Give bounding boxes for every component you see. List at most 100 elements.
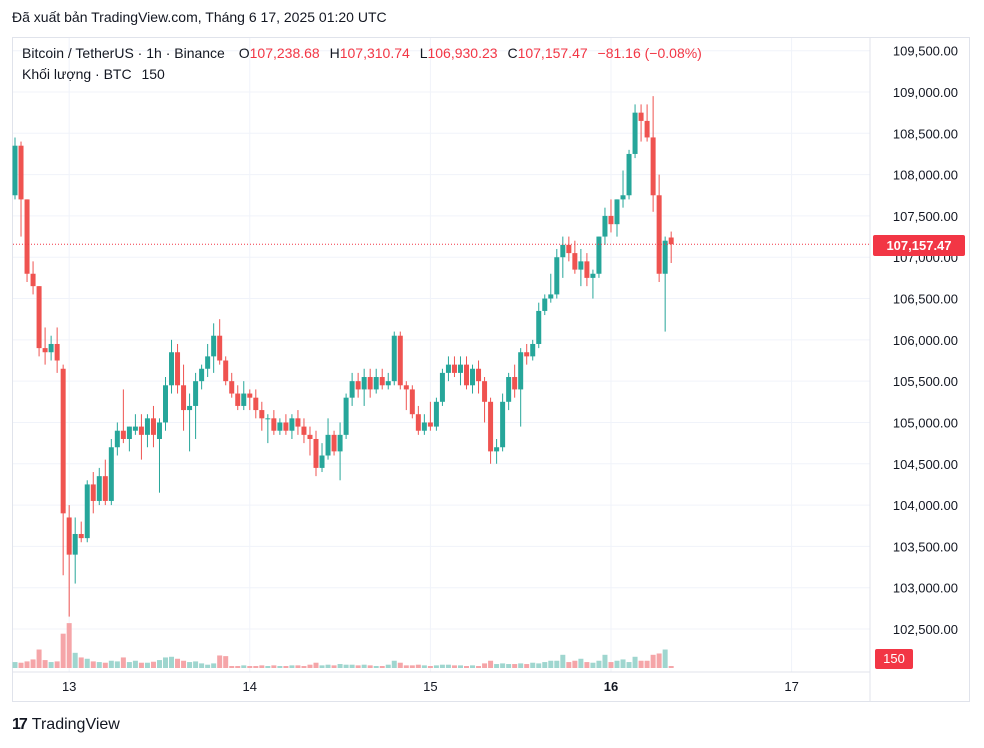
volume-bar	[578, 658, 584, 668]
candle-body	[265, 418, 271, 420]
volume-bar	[530, 662, 536, 668]
candle-body	[560, 244, 566, 258]
y-tick-label: 106,500.00	[893, 292, 958, 307]
volume-bar	[84, 658, 90, 668]
volume-bar	[163, 657, 168, 668]
tradingview-logo-icon: 17	[12, 716, 28, 733]
candle-body	[500, 401, 506, 448]
volume-bar	[78, 657, 84, 668]
candle-body	[626, 153, 632, 196]
y-tick-label: 109,500.00	[893, 44, 958, 59]
chart-frame[interactable]	[12, 37, 970, 702]
volume-bar	[409, 665, 415, 668]
volume-bar	[319, 665, 325, 668]
candle-body	[578, 261, 584, 270]
candle-body	[451, 364, 457, 373]
volume-bar	[175, 658, 181, 668]
volume-bar	[90, 661, 96, 668]
volume-bar	[72, 652, 78, 668]
candle-body	[102, 476, 108, 501]
candle-body	[307, 434, 313, 439]
candle-body	[48, 343, 54, 353]
volume-value: 150	[141, 66, 165, 82]
candle-body	[632, 112, 638, 154]
volume-bar	[397, 662, 403, 668]
candle-body	[181, 385, 187, 411]
tradingview-logo-text: TradingView	[31, 716, 120, 733]
volume-bar	[295, 665, 301, 668]
candle-body	[337, 434, 343, 452]
volume-bar	[524, 664, 530, 668]
candle-body	[644, 120, 650, 138]
candle-body	[277, 422, 283, 431]
volume-bar	[650, 654, 656, 668]
candle-body	[108, 447, 114, 501]
candle-body	[163, 385, 168, 423]
candle-body	[355, 381, 361, 390]
candle-body	[415, 414, 421, 431]
candle-body	[138, 426, 144, 435]
candle-body	[169, 352, 175, 386]
candle-body	[439, 372, 445, 402]
volume-bar	[181, 660, 187, 668]
volume-tag: 150	[875, 649, 913, 669]
y-tick-label: 104,500.00	[893, 457, 958, 472]
candle-body	[379, 377, 385, 386]
volume-bar	[193, 661, 199, 668]
candle-body	[96, 476, 102, 501]
volume-bar	[602, 654, 608, 668]
candle-body	[367, 377, 373, 390]
y-tick-label: 107,500.00	[893, 209, 958, 224]
candle-body	[494, 447, 500, 452]
candle-body	[620, 195, 626, 200]
x-tick-label: 13	[62, 679, 76, 694]
volume-bar	[403, 665, 409, 668]
volume-bar	[343, 664, 349, 668]
last-price-tag: 107,157.47	[873, 235, 965, 256]
volume-bar	[512, 664, 518, 668]
y-axis-labels: 102,500.00 103,000.00 103,500.00 104,000.00…	[893, 44, 958, 637]
symbol-label[interactable]: Bitcoin / TetherUS · 1h · Binance	[22, 45, 225, 61]
volume-bar	[560, 654, 566, 668]
volume-bar	[102, 662, 108, 668]
candle-body	[554, 257, 560, 295]
candle-body	[602, 215, 608, 237]
y-tick-label: 102,500.00	[893, 622, 958, 637]
volume-bar	[518, 663, 524, 668]
candles	[12, 96, 674, 617]
volume-bar	[235, 666, 241, 668]
candle-body	[476, 368, 482, 382]
volume-bar	[349, 664, 355, 668]
volume-bar	[445, 664, 451, 668]
candle-body	[638, 112, 644, 121]
volume-bar	[211, 663, 217, 668]
volume-bar	[271, 665, 277, 668]
candle-body	[60, 368, 66, 514]
volume-bar	[259, 665, 265, 668]
candle-body	[217, 335, 223, 361]
candle-body	[205, 356, 211, 369]
candle-body	[548, 294, 554, 299]
volume-bar	[132, 660, 138, 668]
volume-bar	[457, 665, 463, 668]
candle-body	[361, 377, 367, 390]
volume-bar	[464, 666, 469, 668]
candle-body	[536, 310, 542, 344]
volume-bar	[36, 649, 42, 668]
volume-bar	[126, 662, 132, 668]
volume-bar	[24, 661, 30, 668]
candle-body	[72, 533, 78, 555]
volume-bar	[548, 660, 554, 668]
candle-body	[12, 145, 18, 196]
open-value: 107,238.68	[249, 45, 320, 61]
candle-body	[433, 401, 439, 427]
candle-body	[150, 418, 156, 435]
candle-body	[42, 348, 48, 353]
change-value: −81.16 (−0.08%)	[597, 45, 702, 61]
volume-label[interactable]: Khối lượng · BTC	[22, 66, 132, 82]
tradingview-logo[interactable]: 17 TradingView	[12, 716, 120, 734]
candle-body	[199, 368, 205, 382]
candle-body	[427, 422, 433, 427]
volume-bar	[247, 666, 253, 668]
